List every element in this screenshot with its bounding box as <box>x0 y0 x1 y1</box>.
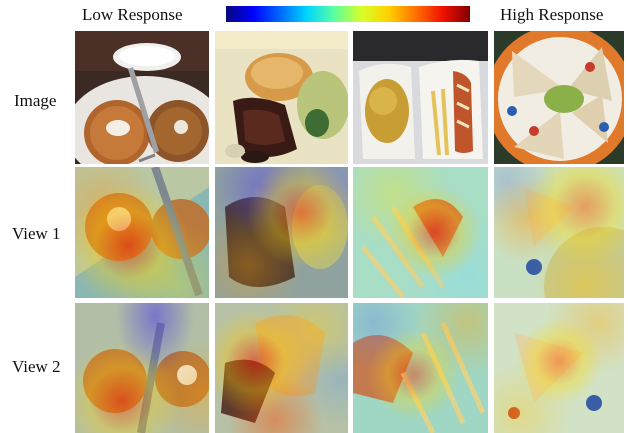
heatmap-view2-fries <box>353 303 488 433</box>
image-nachos <box>494 31 624 164</box>
heatmap-view1-steak <box>215 167 348 298</box>
response-colorbar <box>226 6 470 22</box>
heatmap-view1-fries <box>353 167 488 298</box>
row-label-view-1: View 1 <box>12 224 61 243</box>
heatmap-view1-nachos <box>494 167 624 298</box>
low-response-label: Low Response <box>82 5 183 24</box>
row-label-image: Image <box>14 91 57 110</box>
heatmap-view2-steak <box>215 303 348 433</box>
row-label-view-2: View 2 <box>12 357 61 376</box>
heatmap-view2-donuts <box>75 303 209 433</box>
image-fries <box>353 31 488 164</box>
heatmap-view1-donuts <box>75 167 209 298</box>
image-steak <box>215 31 348 164</box>
high-response-label: High Response <box>500 5 604 24</box>
image-donuts <box>75 31 209 164</box>
heatmap-view2-nachos <box>494 303 624 433</box>
